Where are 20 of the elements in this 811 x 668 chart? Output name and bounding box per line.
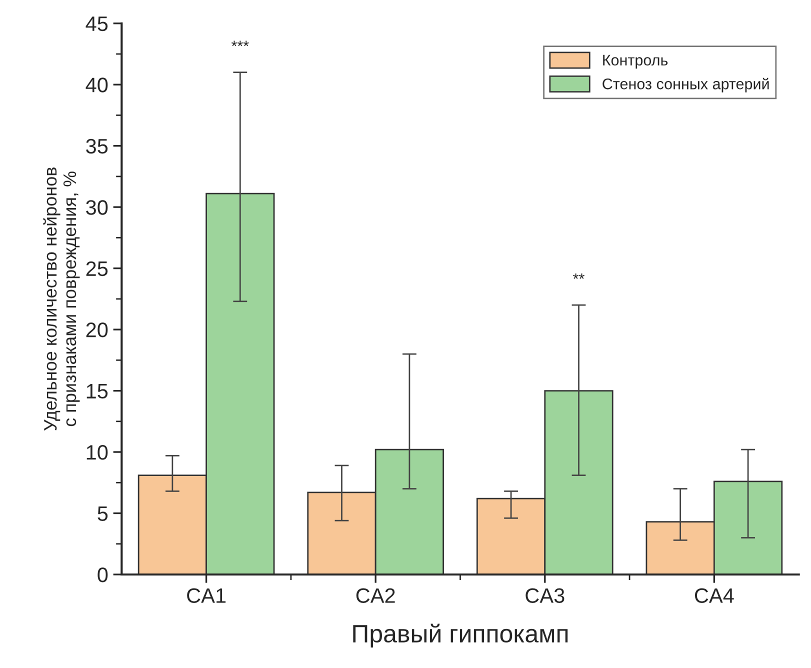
x-tick-label: CA2 <box>356 588 395 603</box>
legend-label: Контроль <box>603 54 668 69</box>
y-tick-label: 25 <box>86 261 108 276</box>
x-axis-title: Правый гиппокамп <box>353 624 568 648</box>
y-tick-label: 10 <box>86 445 108 460</box>
y-tick-label: 15 <box>86 384 108 399</box>
x-tick-label: CA4 <box>694 588 734 603</box>
y-tick-label: 5 <box>98 506 108 521</box>
legend-label: Стеноз сонных артерий <box>602 78 769 92</box>
y-tick-label: 40 <box>86 78 108 92</box>
y-axis-title: Удельное количество нейронов с признаками повреждения, % <box>43 168 80 431</box>
y-tick-label: 20 <box>86 322 108 338</box>
y-tick-label: 35 <box>86 138 108 154</box>
x-tick-label: CA3 <box>526 588 564 603</box>
y-tick-label: 30 <box>86 200 108 215</box>
y-tick-label: 0 <box>98 567 108 582</box>
x-tick-label: CA1 <box>187 588 226 603</box>
annotation: ** <box>573 273 584 279</box>
annotation: *** <box>231 40 249 46</box>
y-tick-label: 45 <box>86 16 108 32</box>
